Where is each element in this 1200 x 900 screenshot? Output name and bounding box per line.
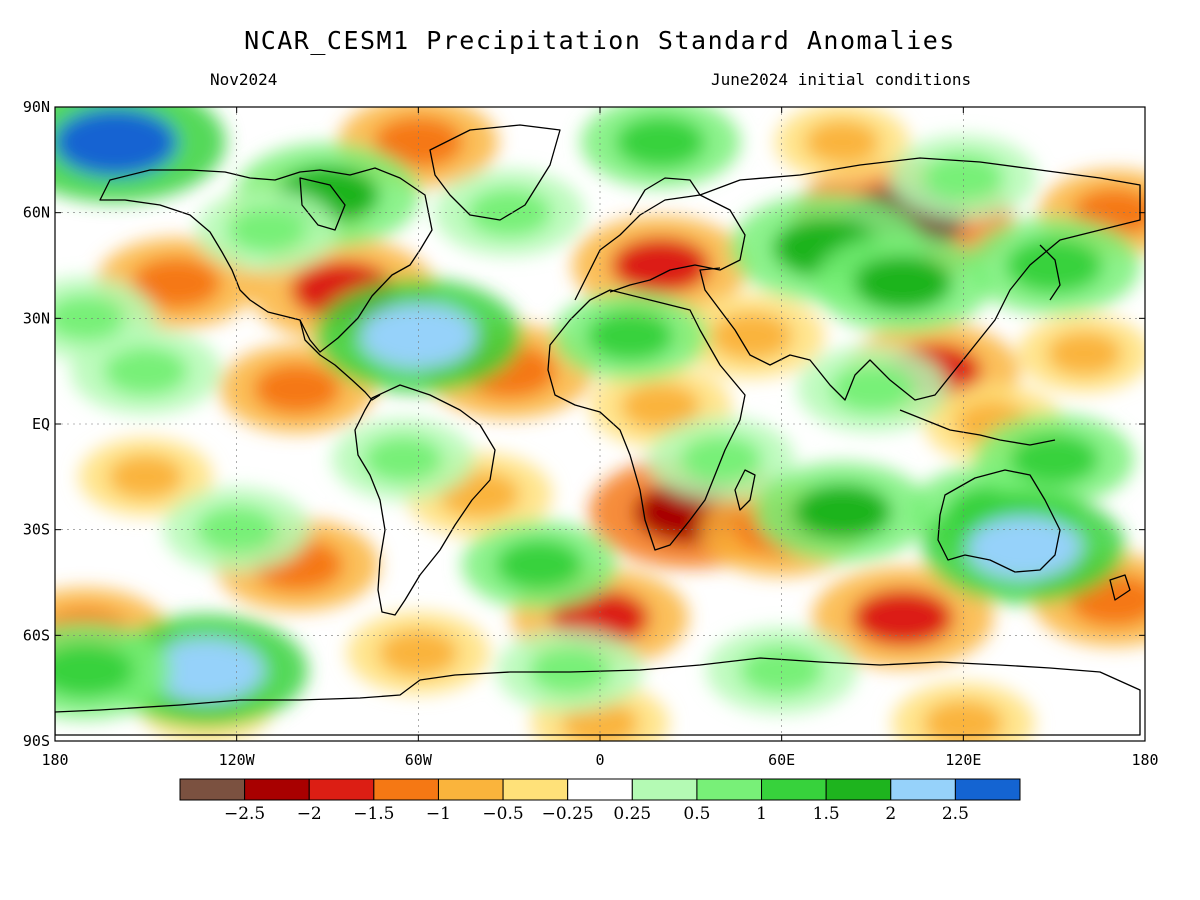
anomaly-region xyxy=(55,643,134,698)
coastline-north-america xyxy=(99,167,433,353)
coastline-australia xyxy=(937,469,1061,573)
lat-label: 90S xyxy=(23,732,50,750)
colorbar-label: 1.5 xyxy=(813,804,840,824)
coastlines xyxy=(55,124,1141,736)
anomaly-region xyxy=(467,188,552,237)
latitude-labels: 90N 60N 30N EQ 30S 60S 90S xyxy=(23,98,50,750)
coastline-south-america xyxy=(354,384,496,616)
colorbar-label: −1.5 xyxy=(353,804,394,824)
colorbar-label: −0.5 xyxy=(482,804,523,824)
colorbar-label: 0.25 xyxy=(613,804,651,824)
lat-label: 60S xyxy=(23,626,50,644)
anomaly-region xyxy=(922,154,1005,201)
anomaly-region xyxy=(55,295,125,342)
anomaly-region xyxy=(616,117,705,168)
anomaly-region xyxy=(131,257,221,309)
anomaly-region xyxy=(1047,331,1122,376)
map-title: NCAR_CESM1 Precipitation Standard Anomal… xyxy=(244,26,956,55)
anomaly-region xyxy=(149,639,263,702)
colorbar-label: −1 xyxy=(426,804,451,824)
coastline-scandinavia xyxy=(629,177,701,216)
colorbar-label: 2 xyxy=(885,804,896,824)
anomaly-region xyxy=(496,540,583,590)
coastline-new-zealand xyxy=(1109,574,1131,601)
anomaly-region xyxy=(967,516,1081,579)
lat-label: EQ xyxy=(32,415,50,433)
colorbar-label: −2.5 xyxy=(224,804,265,824)
colorbar-swatch xyxy=(890,778,956,801)
anomaly-region xyxy=(830,364,915,413)
anomaly-region xyxy=(710,312,793,360)
anomaly-region xyxy=(611,237,710,294)
colorbar-swatch xyxy=(631,778,698,801)
lat-label: 60N xyxy=(23,204,50,222)
anomaly-region xyxy=(852,589,954,646)
coastline-africa xyxy=(547,289,746,551)
coastline-hudson-bay xyxy=(299,177,346,231)
colorbar-swatch xyxy=(244,778,310,801)
coastline-indonesia xyxy=(899,409,1056,446)
anomaly-region xyxy=(108,455,184,499)
anomaly-field xyxy=(55,107,1145,741)
lat-label: 90N xyxy=(23,98,50,116)
colorbar-swatch xyxy=(567,778,633,801)
anomaly-region xyxy=(587,311,674,361)
anomaly-region xyxy=(793,484,892,540)
initial-conditions: June2024 initial conditions xyxy=(711,70,972,89)
colorbar-swatch xyxy=(825,778,892,801)
colorbar-swatch xyxy=(502,778,569,801)
anomaly-region xyxy=(363,436,443,483)
coastline-antarctica xyxy=(55,657,1141,736)
anomaly-region xyxy=(1009,434,1099,485)
lon-label: 180 xyxy=(41,751,68,769)
anomaly-region xyxy=(805,120,880,164)
colorbar-swatch xyxy=(373,778,439,801)
lon-label: 60E xyxy=(768,751,795,769)
coastline-japan xyxy=(1039,244,1061,301)
colorbar-swatch xyxy=(437,778,504,801)
colorbar-label: −0.25 xyxy=(542,804,594,824)
anomaly-region xyxy=(55,108,177,176)
anomaly-region xyxy=(378,630,458,676)
coastline-europe xyxy=(574,194,746,301)
lon-label: 0 xyxy=(595,751,604,769)
colorbar-label: 2.5 xyxy=(942,804,969,824)
colorbar-swatch xyxy=(179,778,246,801)
graticule xyxy=(55,107,1145,741)
coastline-asia xyxy=(699,157,1141,401)
anomaly-region xyxy=(373,117,463,168)
colorbar-label: 0.5 xyxy=(683,804,710,824)
anomaly-region xyxy=(254,364,341,414)
anomaly-region xyxy=(103,347,188,396)
coastline-central-america xyxy=(299,319,381,401)
lon-label: 180 xyxy=(1131,751,1158,769)
longitude-labels: 180 120W 60W 0 60E 120E 180 xyxy=(41,751,1158,769)
lon-label: 120W xyxy=(219,751,256,769)
colorbar-label: −2 xyxy=(297,804,322,824)
anomaly-region xyxy=(1006,238,1103,293)
colorbar-swatch xyxy=(954,778,1021,801)
colorbar-swatch xyxy=(696,778,763,801)
colorbar-label: 1 xyxy=(756,804,767,824)
coastline-greenland xyxy=(429,124,561,221)
anomaly-region xyxy=(620,383,701,430)
anomaly-region xyxy=(853,255,952,311)
lat-label: 30S xyxy=(23,521,50,539)
axis-ticks xyxy=(54,106,1146,742)
lat-label: 30N xyxy=(23,309,50,327)
anomaly-region xyxy=(528,647,611,694)
forecast-month: Nov2024 xyxy=(210,70,278,89)
colorbar: −2.5 −2 −1.5 −1 −0.5 −0.25 0.25 0.5 1 1.5 2 2.5 xyxy=(179,778,1021,824)
lon-label: 60W xyxy=(405,751,433,769)
coastline-madagascar xyxy=(734,469,756,511)
lon-label: 120E xyxy=(945,751,981,769)
colorbar-swatch xyxy=(308,778,375,801)
anomaly-region xyxy=(227,207,307,254)
colorbar-swatch xyxy=(761,778,827,801)
